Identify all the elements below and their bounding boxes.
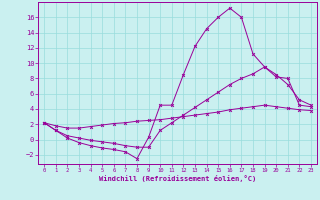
X-axis label: Windchill (Refroidissement éolien,°C): Windchill (Refroidissement éolien,°C)	[99, 175, 256, 182]
